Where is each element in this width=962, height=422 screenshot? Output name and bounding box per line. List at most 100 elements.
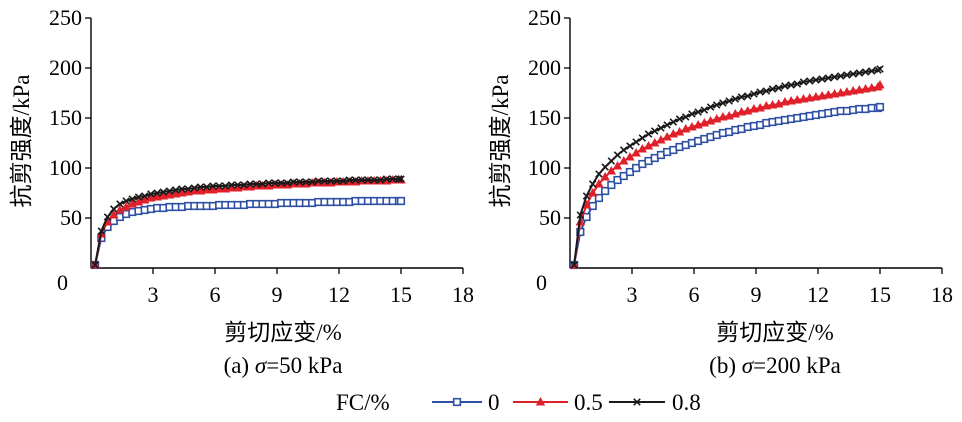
data-point xyxy=(233,181,242,189)
data-point xyxy=(638,134,647,142)
data-point xyxy=(786,95,796,105)
x-axis-title: 剪切应变/% xyxy=(716,320,834,345)
data-point xyxy=(109,209,119,219)
data-point xyxy=(171,188,181,198)
data-point xyxy=(164,189,175,199)
legend-title: FC/% xyxy=(336,390,390,415)
data-point xyxy=(165,187,174,195)
data-point xyxy=(824,74,833,82)
data-point xyxy=(817,90,827,100)
caption-suffix: =50 kPa xyxy=(266,353,342,378)
data-point xyxy=(650,127,659,135)
data-point xyxy=(725,97,733,105)
data-point xyxy=(339,177,347,185)
legend-label: 0.5 xyxy=(574,390,603,415)
data-point xyxy=(570,261,578,269)
data-point xyxy=(184,185,192,193)
data-point xyxy=(147,190,155,198)
data-point xyxy=(876,65,884,73)
data-point xyxy=(177,187,187,197)
x-tick-label: 18 xyxy=(931,282,953,307)
data-point xyxy=(370,176,378,184)
data-point xyxy=(792,94,803,104)
y-tick-label: 150 xyxy=(528,105,561,130)
data-point xyxy=(626,142,634,150)
data-point xyxy=(712,101,721,109)
data-point xyxy=(632,138,640,146)
data-point xyxy=(743,92,752,100)
data-point xyxy=(749,103,759,113)
origin-label: 0 xyxy=(57,270,68,295)
data-point xyxy=(382,175,391,183)
data-point xyxy=(805,92,815,102)
legend-entry-0: 0 xyxy=(432,390,500,415)
data-point xyxy=(774,84,783,92)
data-point xyxy=(582,212,591,222)
data-point xyxy=(830,73,839,81)
data-point xyxy=(750,90,758,98)
y-tick-label: 150 xyxy=(49,105,82,130)
x-tick-label: 12 xyxy=(807,282,829,307)
data-point xyxy=(768,85,777,93)
data-point xyxy=(302,178,310,186)
data-point xyxy=(91,261,99,269)
data-point xyxy=(675,115,684,123)
panel-b: 3 6 9 12 15 18 50 100 150 200 250 0 抗剪强度/kPa 剪切应变/% (b… xyxy=(488,5,953,378)
data-point xyxy=(849,70,857,78)
data-point xyxy=(867,82,877,92)
data-point xyxy=(875,102,885,112)
data-point xyxy=(736,106,747,116)
data-point xyxy=(843,71,851,79)
data-point xyxy=(333,177,341,185)
caption-sigma: σ xyxy=(742,353,755,378)
y-axis-title: 抗剪强度/kPa xyxy=(9,75,34,208)
x-tick-label: 15 xyxy=(869,282,891,307)
data-point xyxy=(320,177,329,185)
data-point xyxy=(706,103,715,111)
data-point xyxy=(397,175,405,183)
data-point xyxy=(761,100,772,110)
data-point xyxy=(271,179,279,187)
data-point xyxy=(314,177,323,185)
x-axis-title: 剪切应变/% xyxy=(224,320,342,345)
series-fc-0 xyxy=(91,196,406,270)
data-point xyxy=(875,79,885,89)
x-tick-label: 9 xyxy=(751,282,762,307)
data-point xyxy=(209,182,217,190)
data-point xyxy=(277,179,285,187)
legend-entry-0_5: 0.5 xyxy=(513,390,603,415)
data-point xyxy=(811,91,821,101)
data-point xyxy=(855,69,864,77)
data-point xyxy=(289,178,298,186)
data-point xyxy=(227,181,236,189)
data-point xyxy=(190,184,199,192)
series-fc-0_8 xyxy=(570,65,884,269)
data-point xyxy=(246,180,254,188)
data-point xyxy=(122,197,130,205)
data-point xyxy=(663,121,671,129)
data-point xyxy=(781,82,789,90)
caption-prefix: (b) xyxy=(709,353,742,378)
data-point xyxy=(103,213,112,221)
y-axis-title: 抗剪强度/kPa xyxy=(488,75,513,208)
data-point xyxy=(202,183,211,191)
data-point xyxy=(780,96,790,106)
x-tick-label: 15 xyxy=(390,282,412,307)
data-point xyxy=(719,99,727,107)
data-point xyxy=(756,88,764,96)
panel-caption: (b) σ=200 kPa xyxy=(709,353,841,378)
data-point xyxy=(681,113,690,121)
data-point xyxy=(731,95,740,103)
x-tick-label: 6 xyxy=(210,282,221,307)
data-point xyxy=(762,87,771,95)
data-point xyxy=(215,182,223,190)
data-point xyxy=(829,88,840,98)
data-point xyxy=(607,157,616,165)
data-point xyxy=(688,110,696,118)
data-point xyxy=(351,176,360,184)
data-point xyxy=(576,211,585,219)
data-point xyxy=(357,176,366,184)
y-tick-label: 200 xyxy=(49,55,82,80)
data-point xyxy=(308,178,316,186)
